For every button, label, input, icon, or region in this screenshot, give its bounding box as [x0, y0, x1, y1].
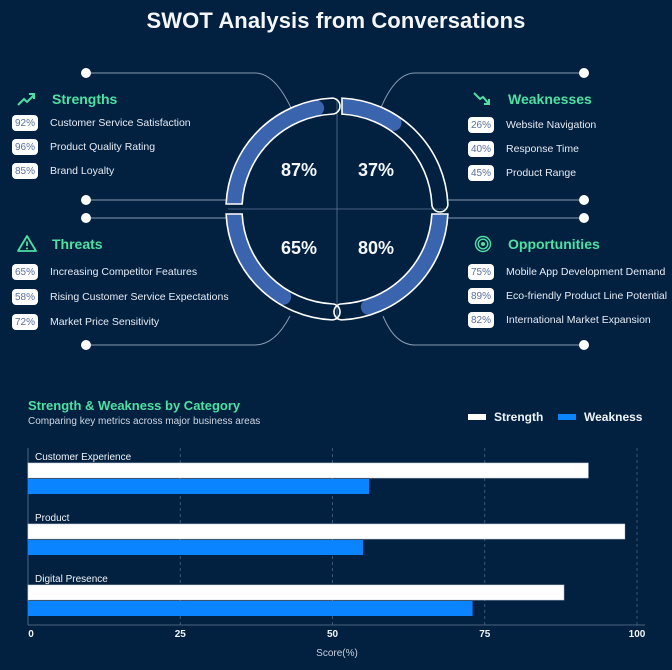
- bar-strength-digital-presence: [27, 584, 565, 601]
- item-label: Response Time: [506, 143, 579, 155]
- bar-strength-product: [27, 523, 626, 540]
- x-tick-label: 75: [479, 629, 491, 640]
- category-label: Product: [35, 513, 70, 524]
- pct-badge: 82%: [468, 312, 494, 328]
- quadrant-title: Strengths: [52, 91, 118, 107]
- item-label: Brand Loyalty: [50, 165, 115, 177]
- list-item: 72% Market Price Sensitivity: [12, 310, 229, 334]
- opportunities-score: 80%: [357, 238, 395, 258]
- pct-badge: 75%: [468, 264, 494, 280]
- item-label: Increasing Competitor Features: [50, 266, 198, 278]
- connector-dot: [579, 213, 589, 223]
- x-tick-label: 25: [175, 629, 187, 640]
- connector-dot: [579, 195, 589, 205]
- item-label: Mobile App Development Demand: [506, 266, 666, 278]
- legend-label: Weakness: [584, 410, 643, 424]
- list-item: 58% Rising Customer Service Expectations: [12, 284, 229, 310]
- pct-badge: 65%: [12, 264, 38, 280]
- bar-weakness-digital-presence: [28, 601, 473, 616]
- quadrant-weaknesses: Weaknesses 26% Website Navigation 40% Resp…: [468, 88, 596, 185]
- item-label: Product Quality Rating: [50, 141, 156, 153]
- connector-weaknesses-top: [379, 72, 584, 111]
- trending-down-icon: [472, 89, 498, 109]
- quadrant-title: Weaknesses: [508, 91, 592, 107]
- list-item: 45% Product Range: [468, 161, 596, 185]
- item-label: Customer Service Satisfaction: [50, 117, 191, 129]
- connector-dot: [81, 213, 91, 223]
- legend-item-weakness[interactable]: Weakness: [558, 410, 642, 424]
- pct-badge: 26%: [468, 117, 494, 133]
- category-label: Digital Presence: [35, 574, 108, 585]
- legend-item-strength[interactable]: Strength: [468, 410, 543, 424]
- bar-chart: 0 25 50 75 100 Customer Experience Product Digi…: [27, 448, 646, 659]
- list-item: 82% International Market Expansion: [468, 308, 667, 332]
- connector-dot: [579, 340, 589, 350]
- weaknesses-score: 37%: [357, 160, 395, 180]
- ring-segment-weaknesses-fill: [341, 98, 402, 131]
- pct-badge: 45%: [468, 165, 494, 181]
- connector-dot: [579, 68, 589, 78]
- item-label: Eco-friendly Product Line Potential: [506, 290, 668, 302]
- connector-dot: [81, 68, 91, 78]
- connector-dot: [81, 340, 91, 350]
- legend-swatch-strength: [468, 414, 486, 420]
- pct-badge: 72%: [12, 314, 38, 330]
- bar-weakness-product: [28, 540, 363, 555]
- quadrant-threats: Threats 65% Increasing Competitor Feature…: [12, 233, 229, 334]
- list-item: 75% Mobile App Development Demand: [468, 260, 667, 284]
- warning-triangle-icon: [16, 234, 42, 254]
- chart-subtitle: Comparing key metrics across major busin…: [28, 416, 261, 427]
- pct-badge: 92%: [12, 115, 38, 131]
- legend-swatch-weakness: [558, 414, 576, 420]
- chart-title: Strength & Weakness by Category: [28, 398, 241, 413]
- category-label: Customer Experience: [35, 452, 132, 463]
- quadrant-opportunities: Opportunities 75% Mobile App Development …: [468, 233, 667, 332]
- swot-ring-graphic: [81, 68, 589, 350]
- item-label: Rising Customer Service Expectations: [50, 291, 229, 303]
- ring-segment-threats-outline: [225, 213, 341, 321]
- list-item: 65% Increasing Competitor Features: [12, 260, 229, 284]
- x-tick-label: 100: [629, 629, 646, 640]
- item-label: Market Price Sensitivity: [50, 316, 160, 328]
- page-title: SWOT Analysis from Conversations: [146, 8, 526, 33]
- pct-badge: 89%: [468, 288, 494, 304]
- list-item: 26% Website Navigation: [468, 113, 596, 137]
- connector-dot: [81, 195, 91, 205]
- list-item: 89% Eco-friendly Product Line Potential: [468, 284, 667, 308]
- target-icon: [472, 234, 498, 254]
- item-label: International Market Expansion: [506, 314, 651, 326]
- ring-segment-strengths-outline: [225, 97, 341, 205]
- bar-weakness-customer-experience: [28, 479, 370, 494]
- threats-score: 65%: [280, 238, 318, 258]
- bar-strength-customer-experience: [27, 462, 589, 479]
- list-item: 92% Customer Service Satisfaction: [12, 111, 191, 135]
- quadrant-strengths: Strengths 92% Customer Service Satisfacti…: [12, 88, 191, 183]
- ring-segment-threats-fill: [226, 213, 292, 305]
- ring-segment-weaknesses-outline: [341, 97, 449, 213]
- ring-segment-opportunities-outline: [333, 213, 449, 321]
- pct-badge: 85%: [12, 163, 38, 179]
- list-item: 85% Brand Loyalty: [12, 159, 191, 183]
- x-tick-label: 0: [28, 629, 34, 640]
- pct-badge: 58%: [12, 289, 38, 305]
- list-item: 96% Product Quality Rating: [12, 135, 191, 159]
- ring-segment-strengths-fill: [226, 100, 325, 205]
- strengths-score: 87%: [280, 160, 318, 180]
- quadrant-title: Threats: [52, 236, 103, 252]
- pct-badge: 96%: [12, 139, 38, 155]
- x-axis-title: Score(%): [316, 648, 358, 659]
- connector-threats-bottom: [86, 315, 291, 346]
- quadrant-title: Opportunities: [508, 236, 600, 252]
- connector-opportunities-bottom: [382, 315, 584, 346]
- item-label: Website Navigation: [506, 119, 597, 131]
- ring-segment-opportunities-fill: [360, 213, 448, 315]
- connector-strengths-top: [86, 72, 293, 111]
- trending-up-icon: [16, 89, 42, 109]
- x-tick-label: 50: [327, 629, 339, 640]
- item-label: Product Range: [506, 167, 577, 179]
- legend-label: Strength: [494, 410, 544, 424]
- pct-badge: 40%: [468, 141, 494, 157]
- list-item: 40% Response Time: [468, 137, 596, 161]
